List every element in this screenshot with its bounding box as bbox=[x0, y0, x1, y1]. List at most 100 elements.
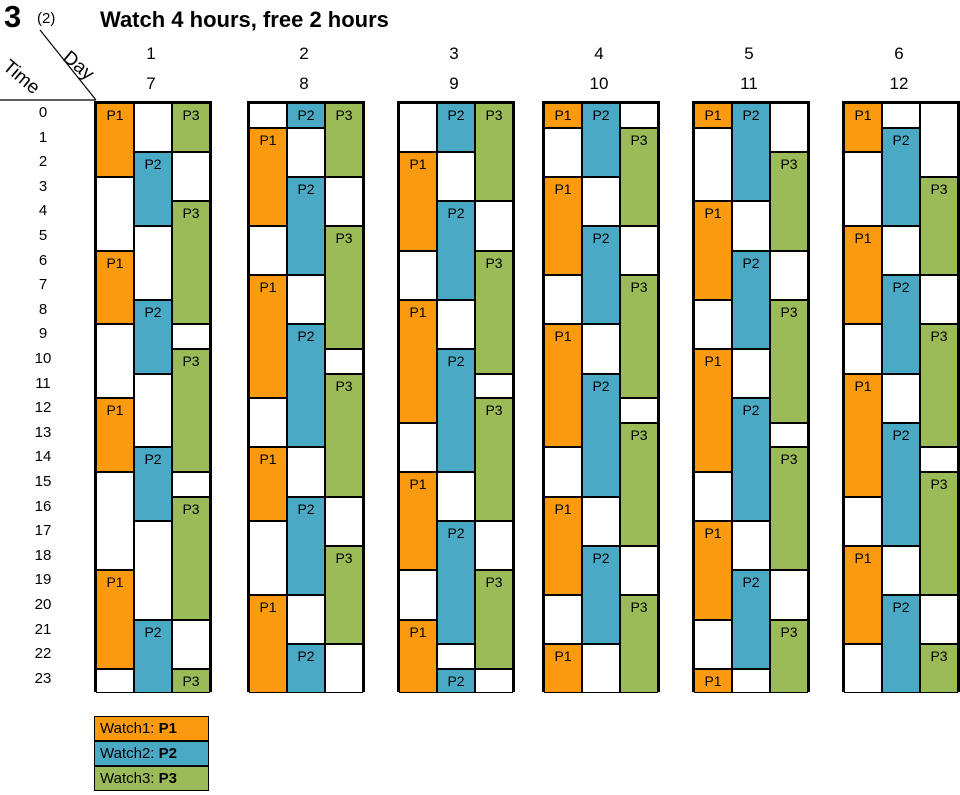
watch-cell-p3: P3 bbox=[920, 472, 958, 595]
free-cell bbox=[249, 226, 287, 276]
free-cell bbox=[437, 472, 475, 522]
free-cell bbox=[544, 595, 582, 645]
hour-label: 2 bbox=[38, 153, 48, 171]
watch-cell-p2: P2 bbox=[437, 349, 475, 472]
hour-label: 19 bbox=[34, 571, 52, 589]
watch-cell-p3: P3 bbox=[770, 619, 808, 694]
hour-label: 4 bbox=[38, 202, 48, 220]
hour-label: 11 bbox=[35, 374, 51, 392]
watch-cell-p3: P3 bbox=[620, 595, 658, 694]
free-cell bbox=[325, 176, 363, 226]
day-label: 2 bbox=[299, 44, 309, 63]
day-column: P1 P1 P1 P1 P1 P2 P2 P2 P2 P3 P3 P3 P3 bbox=[542, 101, 660, 694]
free-cell bbox=[287, 595, 325, 645]
free-cell bbox=[544, 275, 582, 325]
hour-label: 14 bbox=[34, 448, 52, 466]
legend-item: Watch3: P3 bbox=[94, 766, 209, 791]
hour-label: 0 bbox=[38, 104, 48, 121]
hour-label: 3 bbox=[38, 177, 48, 195]
free-cell bbox=[920, 275, 958, 325]
free-cell bbox=[172, 619, 210, 669]
free-cell bbox=[96, 668, 134, 694]
free-cell bbox=[399, 422, 437, 472]
watch-cell-p1: P1 bbox=[96, 103, 134, 177]
free-cell bbox=[325, 644, 363, 694]
watch-cell-p3: P3 bbox=[475, 570, 513, 669]
watch-cell-p1: P1 bbox=[544, 324, 582, 448]
free-cell bbox=[770, 570, 808, 620]
free-cell bbox=[437, 644, 475, 669]
free-cell bbox=[134, 373, 172, 448]
free-cell bbox=[325, 349, 363, 374]
day-label: 8 bbox=[299, 74, 309, 93]
watch-cell-p3: P3 bbox=[325, 226, 363, 349]
watch-cell-p2: P2 bbox=[134, 299, 172, 374]
watch-cell-p3: P3 bbox=[770, 152, 808, 251]
free-cell bbox=[882, 373, 920, 423]
free-cell bbox=[882, 103, 920, 128]
watch-cell-p3: P3 bbox=[475, 250, 513, 374]
watch-cell-p3: P3 bbox=[920, 644, 958, 694]
free-cell bbox=[475, 373, 513, 399]
watch-cell-p2: P2 bbox=[732, 570, 770, 669]
watch-cell-p1: P1 bbox=[694, 349, 732, 472]
watch-cell-p1: P1 bbox=[694, 103, 732, 128]
hour-label: 10 bbox=[34, 350, 52, 367]
watch-cell-p1: P1 bbox=[399, 299, 437, 423]
day-label: 11 bbox=[740, 74, 758, 93]
hour-label: 21 bbox=[34, 620, 52, 638]
free-cell bbox=[134, 226, 172, 300]
hour-label: 8 bbox=[38, 300, 48, 318]
free-cell bbox=[844, 152, 882, 226]
day-label: 5 bbox=[744, 44, 754, 63]
day-column: P1 P1 P1 P1 P2 P2 P2 P2 P3 P3 P3 P3 P3 bbox=[94, 101, 212, 694]
watch-cell-p2: P2 bbox=[582, 373, 620, 497]
header-divider bbox=[0, 29, 97, 101]
watch-cell-p2: P2 bbox=[134, 152, 172, 226]
hour-label: 17 bbox=[34, 522, 52, 540]
day-label: 1 bbox=[146, 44, 156, 63]
watch-cell-p2: P2 bbox=[882, 127, 920, 226]
watch-cell-p2: P2 bbox=[732, 250, 770, 349]
watch-cell-p2: P2 bbox=[437, 103, 475, 153]
hour-label: 7 bbox=[38, 276, 48, 294]
watch-cell-p2: P2 bbox=[134, 619, 172, 694]
section-subnumber: (2) bbox=[37, 10, 56, 27]
hour-label: 22 bbox=[34, 645, 52, 663]
watch-cell-p3: P3 bbox=[475, 103, 513, 202]
free-cell bbox=[134, 521, 172, 620]
free-cell bbox=[770, 250, 808, 300]
day-label: 12 bbox=[889, 74, 909, 93]
hour-label: 20 bbox=[34, 596, 52, 613]
watch-cell-p1: P1 bbox=[399, 619, 437, 694]
free-cell bbox=[770, 422, 808, 448]
free-cell bbox=[620, 545, 658, 595]
day-column: P1 P1 P1 P1 P1 P2 P2 P2 P2 P3 P3 P3 P3 bbox=[692, 101, 810, 694]
watch-cell-p2: P2 bbox=[437, 521, 475, 645]
free-cell bbox=[582, 176, 620, 226]
watch-cell-p2: P2 bbox=[287, 496, 325, 595]
watch-cell-p3: P3 bbox=[770, 299, 808, 423]
watch-cell-p2: P2 bbox=[582, 226, 620, 325]
free-cell bbox=[399, 250, 437, 300]
free-cell bbox=[920, 447, 958, 472]
watch-cell-p2: P2 bbox=[732, 398, 770, 522]
watch-cell-p1: P1 bbox=[96, 398, 134, 472]
day-label: 6 bbox=[894, 44, 904, 63]
watch-cell-p2: P2 bbox=[437, 668, 475, 694]
free-cell bbox=[732, 349, 770, 399]
free-cell bbox=[882, 226, 920, 276]
hour-label: 5 bbox=[38, 227, 48, 244]
day-label: 9 bbox=[449, 74, 459, 93]
watch-cell-p2: P2 bbox=[437, 201, 475, 300]
legend-item: Watch2: P2 bbox=[94, 741, 209, 766]
watch-cell-p3: P3 bbox=[920, 324, 958, 448]
free-cell bbox=[249, 398, 287, 448]
watch-cell-p2: P2 bbox=[134, 447, 172, 522]
free-cell bbox=[172, 472, 210, 497]
free-cell bbox=[96, 472, 134, 571]
free-cell bbox=[96, 324, 134, 399]
watch-cell-p1: P1 bbox=[544, 103, 582, 128]
hour-label: 13 bbox=[34, 423, 52, 441]
watch-cell-p1: P1 bbox=[844, 373, 882, 497]
